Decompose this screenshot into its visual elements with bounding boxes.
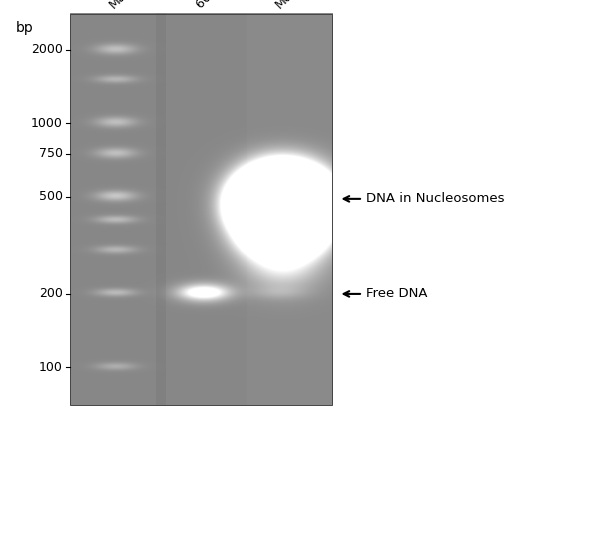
Text: DNA in Nucleosomes: DNA in Nucleosomes — [366, 192, 504, 205]
Text: 1000: 1000 — [31, 117, 63, 130]
Bar — [70, 14, 332, 405]
Text: 500: 500 — [39, 190, 63, 203]
Text: Free DNA: Free DNA — [366, 287, 428, 300]
Text: 2000: 2000 — [31, 43, 63, 56]
Text: bp: bp — [15, 21, 34, 35]
Text: Marker: Marker — [106, 0, 146, 11]
Text: 601 DNA: 601 DNA — [194, 0, 242, 11]
Text: Mononucleosomes: Mononucleosomes — [273, 0, 364, 11]
Text: 100: 100 — [39, 361, 63, 374]
Text: 200: 200 — [39, 287, 63, 300]
Text: 750: 750 — [39, 147, 63, 160]
